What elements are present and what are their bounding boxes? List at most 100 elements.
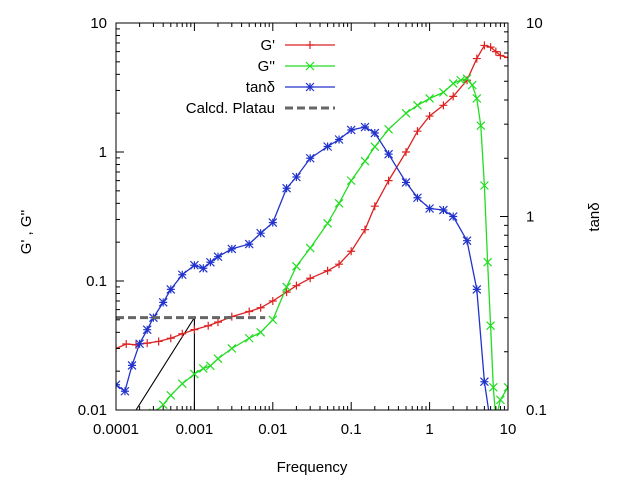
data-point	[227, 344, 237, 353]
data-point	[347, 247, 356, 256]
data-point	[291, 261, 301, 271]
data-point	[346, 176, 356, 186]
data-point	[462, 236, 472, 246]
axes: 0.0001 0.001 0.01 0.1 1 10 0.01 0.1 1 10 0.1 1 10	[78, 15, 547, 438]
data-point	[305, 243, 315, 253]
data-point	[323, 266, 332, 275]
data-point	[166, 284, 176, 294]
data-point	[360, 156, 370, 166]
data-point	[334, 135, 344, 144]
series-1	[148, 74, 508, 423]
y-tick-label: 0.1	[86, 273, 107, 290]
data-point	[492, 415, 500, 423]
plot-frame	[115, 22, 509, 411]
data-point	[205, 361, 215, 371]
data-point	[384, 149, 394, 159]
data-point	[401, 148, 410, 156]
data-point	[438, 87, 448, 97]
data-point	[268, 296, 277, 305]
data-point	[204, 321, 213, 330]
legend: G' G'' tanδ Calcd. Platau	[186, 37, 335, 117]
data-point	[479, 377, 489, 387]
data-point	[360, 122, 370, 132]
data-point	[384, 176, 393, 185]
legend-label: G'	[260, 37, 275, 54]
data-point	[476, 121, 486, 131]
data-point	[120, 386, 130, 396]
data-point	[425, 94, 435, 103]
data-point	[334, 198, 344, 208]
data-point	[413, 127, 422, 136]
legend-label: tanδ	[246, 79, 275, 96]
data-point	[335, 260, 344, 269]
data-point	[244, 333, 254, 343]
data-point	[361, 225, 370, 234]
data-point	[291, 172, 301, 182]
data-point	[282, 282, 292, 292]
data-point	[268, 315, 278, 325]
data-point	[282, 183, 292, 193]
data-point	[292, 281, 301, 290]
data-point	[244, 239, 254, 249]
series-line	[116, 126, 490, 410]
data-point	[198, 364, 208, 373]
data-point	[425, 112, 434, 121]
y-axis-title: G' , G''	[18, 210, 35, 255]
data-point	[486, 321, 496, 331]
data-point	[486, 43, 495, 52]
data-point	[127, 360, 137, 370]
y2-axis-title: tanδ	[586, 202, 603, 231]
data-point	[472, 54, 481, 63]
data-point	[256, 327, 266, 337]
data-point	[413, 100, 422, 110]
data-point	[472, 284, 482, 294]
x-tick-label: 0.0001	[93, 421, 139, 438]
data-point	[346, 125, 356, 135]
data-point	[425, 204, 435, 213]
y-tick-label: 0.01	[78, 402, 107, 419]
legend-marker	[305, 82, 315, 92]
data-point	[467, 80, 477, 90]
data-point	[479, 181, 489, 190]
data-point	[143, 339, 152, 348]
data-point	[449, 92, 458, 101]
data-point	[306, 274, 315, 283]
data-point	[384, 124, 394, 134]
data-point	[413, 193, 422, 203]
series-2	[116, 122, 490, 410]
data-point	[448, 79, 458, 88]
data-point	[462, 74, 472, 84]
data-point	[370, 202, 379, 211]
y-tick-label: 10	[90, 15, 107, 32]
y2-tick-label: 10	[526, 15, 543, 32]
data-point	[142, 325, 152, 335]
series-line	[116, 44, 508, 350]
data-point	[256, 303, 265, 312]
data-point	[268, 218, 278, 228]
data-point	[370, 142, 380, 152]
data-point	[323, 142, 333, 151]
legend-marker	[306, 41, 314, 49]
series-line	[155, 77, 508, 410]
data-point	[245, 307, 254, 316]
data-point	[483, 257, 493, 267]
y2-tick-label: 1	[526, 209, 534, 226]
legend-label: Calcd. Platau	[186, 100, 275, 117]
data-point	[213, 354, 223, 364]
data-point	[154, 337, 163, 346]
data-point	[495, 395, 505, 405]
data-point	[401, 178, 411, 187]
data-point	[472, 94, 482, 103]
y-tick-label: 1	[99, 144, 107, 161]
data-point	[504, 53, 508, 62]
data-point	[205, 257, 215, 267]
data-point	[448, 212, 458, 221]
data-point	[189, 369, 199, 379]
data-point	[214, 318, 223, 327]
data-point	[370, 128, 380, 138]
data-point	[158, 297, 168, 307]
data-point	[323, 218, 333, 228]
data-point	[488, 382, 498, 392]
data-point	[158, 400, 168, 410]
